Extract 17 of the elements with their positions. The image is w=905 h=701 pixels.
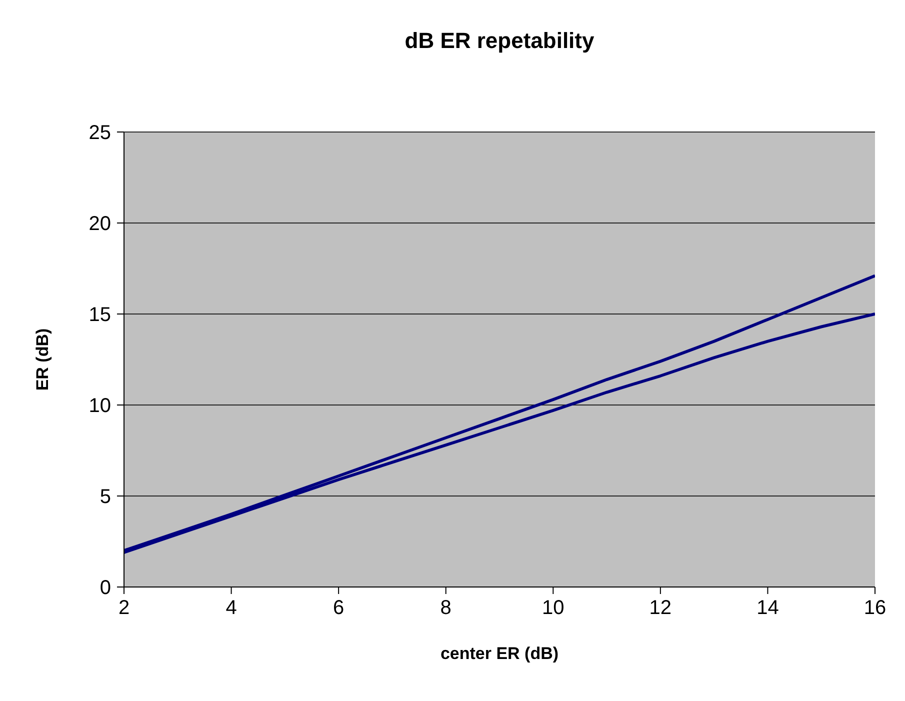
x-tick-label: 4: [226, 597, 237, 620]
y-axis-title: ER (dB): [33, 328, 52, 391]
x-axis-title: center ER (dB): [440, 644, 559, 663]
y-tick-label: 0: [100, 577, 111, 600]
y-tick-label: 15: [88, 304, 111, 326]
x-tick-label: 16: [864, 597, 886, 620]
y-tick-label: 10: [88, 395, 111, 418]
x-tick-label: 10: [542, 597, 564, 620]
x-tick-label: 8: [440, 597, 452, 620]
x-tick-label: 6: [333, 597, 344, 620]
x-tick-label: 2: [118, 597, 130, 620]
chart-title: dB ER repetability: [404, 28, 596, 54]
x-tick-label: 12: [649, 597, 672, 620]
y-tick-label: 25: [88, 122, 111, 144]
y-tick-label: 5: [100, 486, 111, 508]
x-tick-label: 14: [756, 597, 779, 620]
y-tick-label: 20: [88, 213, 111, 236]
